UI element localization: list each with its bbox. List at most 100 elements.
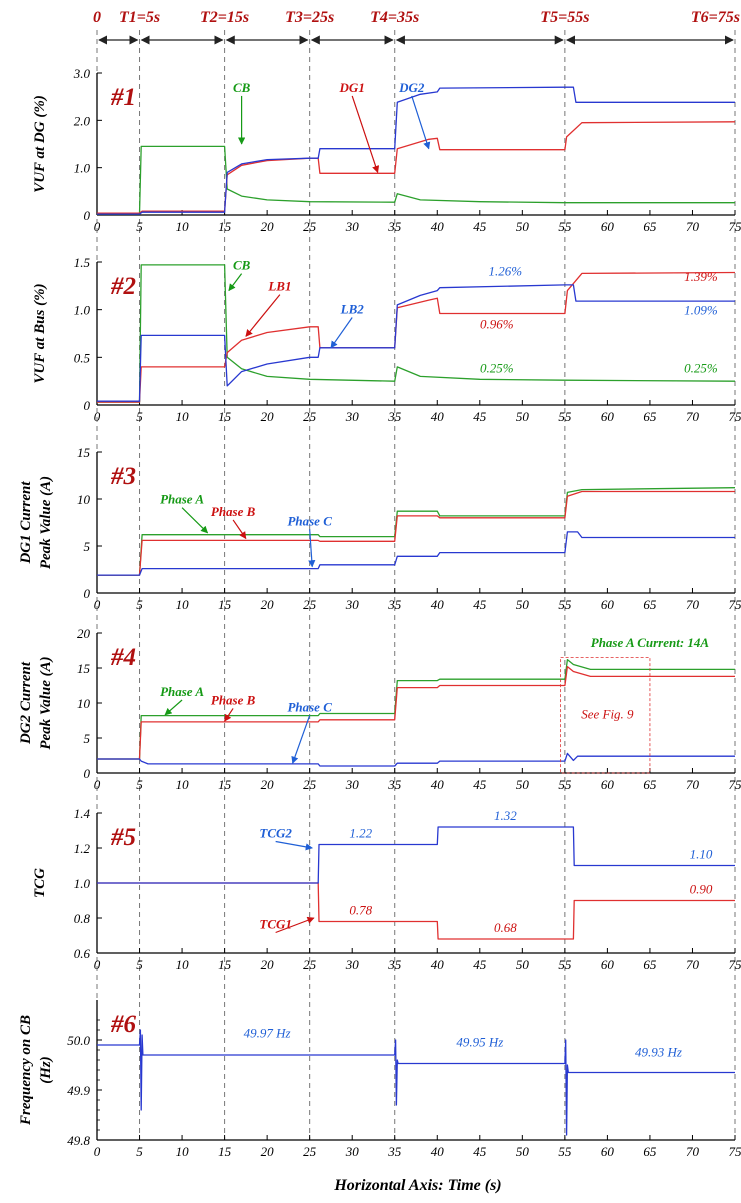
panel-number: #1 <box>110 84 136 111</box>
annotation-label: 1.39% <box>684 269 718 284</box>
x-tick-label: 40 <box>431 597 445 612</box>
annotation-label: TCG1 <box>259 917 292 932</box>
annotation-label: 0.25% <box>480 361 514 376</box>
x-tick-label: 75 <box>729 597 741 612</box>
annotation-label: 1.22 <box>349 826 372 841</box>
x-tick-label: 60 <box>601 777 615 792</box>
x-tick-label: 10 <box>176 957 190 972</box>
x-tick-label: 45 <box>473 597 487 612</box>
annotation-label: See Fig. 9 <box>581 706 634 721</box>
x-tick-label: 45 <box>473 777 487 792</box>
y-axis-label: Peak Value (A) <box>38 656 54 749</box>
x-tick-label: 60 <box>601 1144 615 1159</box>
panels-layer: 0 5 10 15 20 25 30 35 40 45 50 55 60 65 70 7501.02.03.0… <box>18 66 741 1159</box>
y-tick-label: 1.4 <box>74 806 91 821</box>
annotation-arrow <box>181 507 209 534</box>
x-tick-label: 60 <box>601 219 615 234</box>
annotation-arrow <box>245 294 281 337</box>
x-tick-label: 20 <box>261 219 275 234</box>
panel-6: 0 5 10 15 20 25 30 35 40 45 50 55 60 65 70 75 49.8 49.9 50… <box>18 1000 741 1159</box>
x-tick-label: 50 <box>516 777 530 792</box>
x-tick-label: 25 <box>303 957 317 972</box>
x-tick-label: 0 <box>94 409 101 424</box>
x-tick-label: 70 <box>686 1144 700 1159</box>
panel-4: 0 5 10 15 20 25 30 35 40 45 50 55 60 65 70 75 0 5 10 15 20 DG… <box>18 626 741 792</box>
annotation-label: LB1 <box>267 279 291 294</box>
y-tick-label: 0.6 <box>74 946 91 961</box>
x-tick-label: 35 <box>387 219 402 234</box>
x-tick-label: 40 <box>431 957 445 972</box>
series-line <box>97 145 735 215</box>
y-tick-label: 5 <box>84 539 91 554</box>
x-tick-label: 75 <box>729 219 741 234</box>
annotation-label: 0.68 <box>494 920 517 935</box>
x-tick-label: 5 <box>136 409 143 424</box>
annotation-label: 0.78 <box>349 903 372 918</box>
x-tick-label: 10 <box>176 777 190 792</box>
x-tick-label: 50 <box>516 409 530 424</box>
y-tick-label: 0 <box>84 586 91 601</box>
annotation-label: DG2 <box>398 80 425 95</box>
annotation-label: Phase B <box>211 692 256 707</box>
x-tick-label: 20 <box>261 957 275 972</box>
panel-1: 0 5 10 15 20 25 30 35 40 45 50 55 60 65 70 75 0 1.0 2.0 3.0… <box>32 66 741 234</box>
annotation-label: DG1 <box>339 80 365 95</box>
x-tick-label: 25 <box>303 409 317 424</box>
time-marker-label: T1=5s <box>119 9 160 26</box>
annotation-label: 1.10 <box>690 847 713 862</box>
x-tick-label: 45 <box>473 219 487 234</box>
x-tick-label: 40 <box>431 219 445 234</box>
y-axis-label: DG2 Current <box>18 661 34 745</box>
annotation-arrow <box>275 916 315 934</box>
x-tick-label: 15 <box>218 597 232 612</box>
y-tick-label: 0 <box>84 398 91 413</box>
y-tick-label: 1.0 <box>74 303 91 318</box>
x-tick-label: 50 <box>516 597 530 612</box>
x-tick-label: 45 <box>473 957 487 972</box>
series-line <box>97 826 735 884</box>
x-tick-label: 75 <box>729 777 741 792</box>
annotation-label: 49.93 Hz <box>635 1045 682 1060</box>
y-tick-label: 49.8 <box>67 1133 90 1148</box>
zoom-box <box>560 657 651 774</box>
y-axis-label: VUF at DG (%) <box>32 95 48 193</box>
x-tick-label: 35 <box>387 1144 402 1159</box>
x-tick-label: 5 <box>136 957 143 972</box>
x-tick-label: 0 <box>94 957 101 972</box>
y-tick-label: 15 <box>77 445 91 460</box>
annotation-label: Phase A <box>160 684 204 699</box>
x-tick-label: 20 <box>261 777 275 792</box>
x-tick-label: 15 <box>218 777 232 792</box>
y-tick-label: 0 <box>84 208 91 223</box>
series-line <box>97 531 735 576</box>
x-tick-label: 75 <box>729 957 741 972</box>
x-tick-label: 10 <box>176 597 190 612</box>
x-tick-label: 15 <box>218 409 232 424</box>
x-tick-label: 15 <box>218 957 232 972</box>
time-marker-label: T2=15s <box>200 9 249 26</box>
annotation-arrow <box>232 519 247 540</box>
x-tick-label: 55 <box>558 219 572 234</box>
x-tick-label: 40 <box>431 777 445 792</box>
x-tick-label: 65 <box>643 1144 657 1159</box>
annotation-label: TCG2 <box>259 826 292 841</box>
annotation-label: CB <box>233 80 251 95</box>
x-tick-label: 35 <box>387 597 402 612</box>
x-tick-label: 0 <box>94 597 101 612</box>
x-tick-label: 65 <box>643 957 657 972</box>
time-marker-label: 0 <box>93 9 101 26</box>
x-tick-label: 35 <box>387 957 402 972</box>
annotation-label: 0.25% <box>684 361 718 376</box>
y-axis-label: VUF at Bus (%) <box>32 283 48 383</box>
panel-2: 0 5 10 15 20 25 30 35 40 45 50 55 60 65 70 75 0 0.5 1.0 1.5… <box>32 255 741 424</box>
annotation-arrow <box>224 708 234 722</box>
x-tick-label: 50 <box>516 1144 530 1159</box>
x-tick-label: 45 <box>473 1144 487 1159</box>
annotation-label: Phase A <box>160 492 204 507</box>
annotation-arrow <box>330 317 353 349</box>
annotation-label: 49.95 Hz <box>456 1035 503 1050</box>
y-tick-label: 50.0 <box>67 1033 90 1048</box>
x-tick-label: 30 <box>345 1144 360 1159</box>
x-tick-label: 60 <box>601 409 615 424</box>
